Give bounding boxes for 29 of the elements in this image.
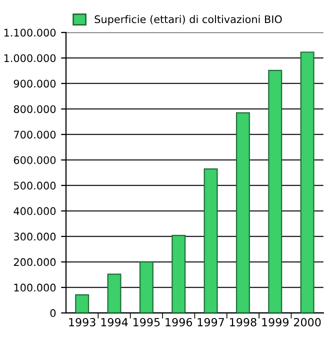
bar: [75, 294, 90, 313]
x-tick-label: 1996: [166, 318, 192, 326]
y-tick-label: 400.000: [14, 207, 56, 216]
y-tick-label: 1.000.000: [4, 54, 56, 62]
x-tick-label: 1993: [69, 318, 96, 326]
y-tick-label: 200.000: [14, 258, 56, 266]
x-tick-label: 1995: [134, 318, 160, 326]
x-tick-label: 2000: [294, 318, 321, 326]
bar: [204, 168, 218, 313]
y-tick-label: 300.000: [14, 232, 56, 241]
y-tick-label: 1.100.000: [4, 28, 56, 37]
bar: [172, 234, 186, 313]
y-tick-label: 800.000: [14, 105, 56, 114]
legend-label: Superficie (ettari) di coltivazioni BIO: [94, 15, 282, 26]
bar: [300, 52, 314, 313]
x-tick-label: 1994: [101, 318, 128, 326]
y-tick-label: 100.000: [14, 284, 56, 292]
y-tick-label: 600.000: [14, 156, 56, 164]
x-tick-label: 1997: [198, 318, 224, 326]
bar: [139, 261, 154, 313]
bar: [268, 70, 282, 313]
bar: [236, 112, 250, 313]
y-tick-label: 700.000: [14, 130, 56, 139]
x-tick-label: 1998: [230, 318, 256, 326]
x-tick-label: 1999: [262, 318, 288, 326]
y-tick-label: 900.000: [14, 80, 56, 88]
y-tick-label: 0: [50, 309, 56, 318]
bar: [107, 274, 122, 313]
y-tick-label: 500.000: [14, 182, 56, 190]
